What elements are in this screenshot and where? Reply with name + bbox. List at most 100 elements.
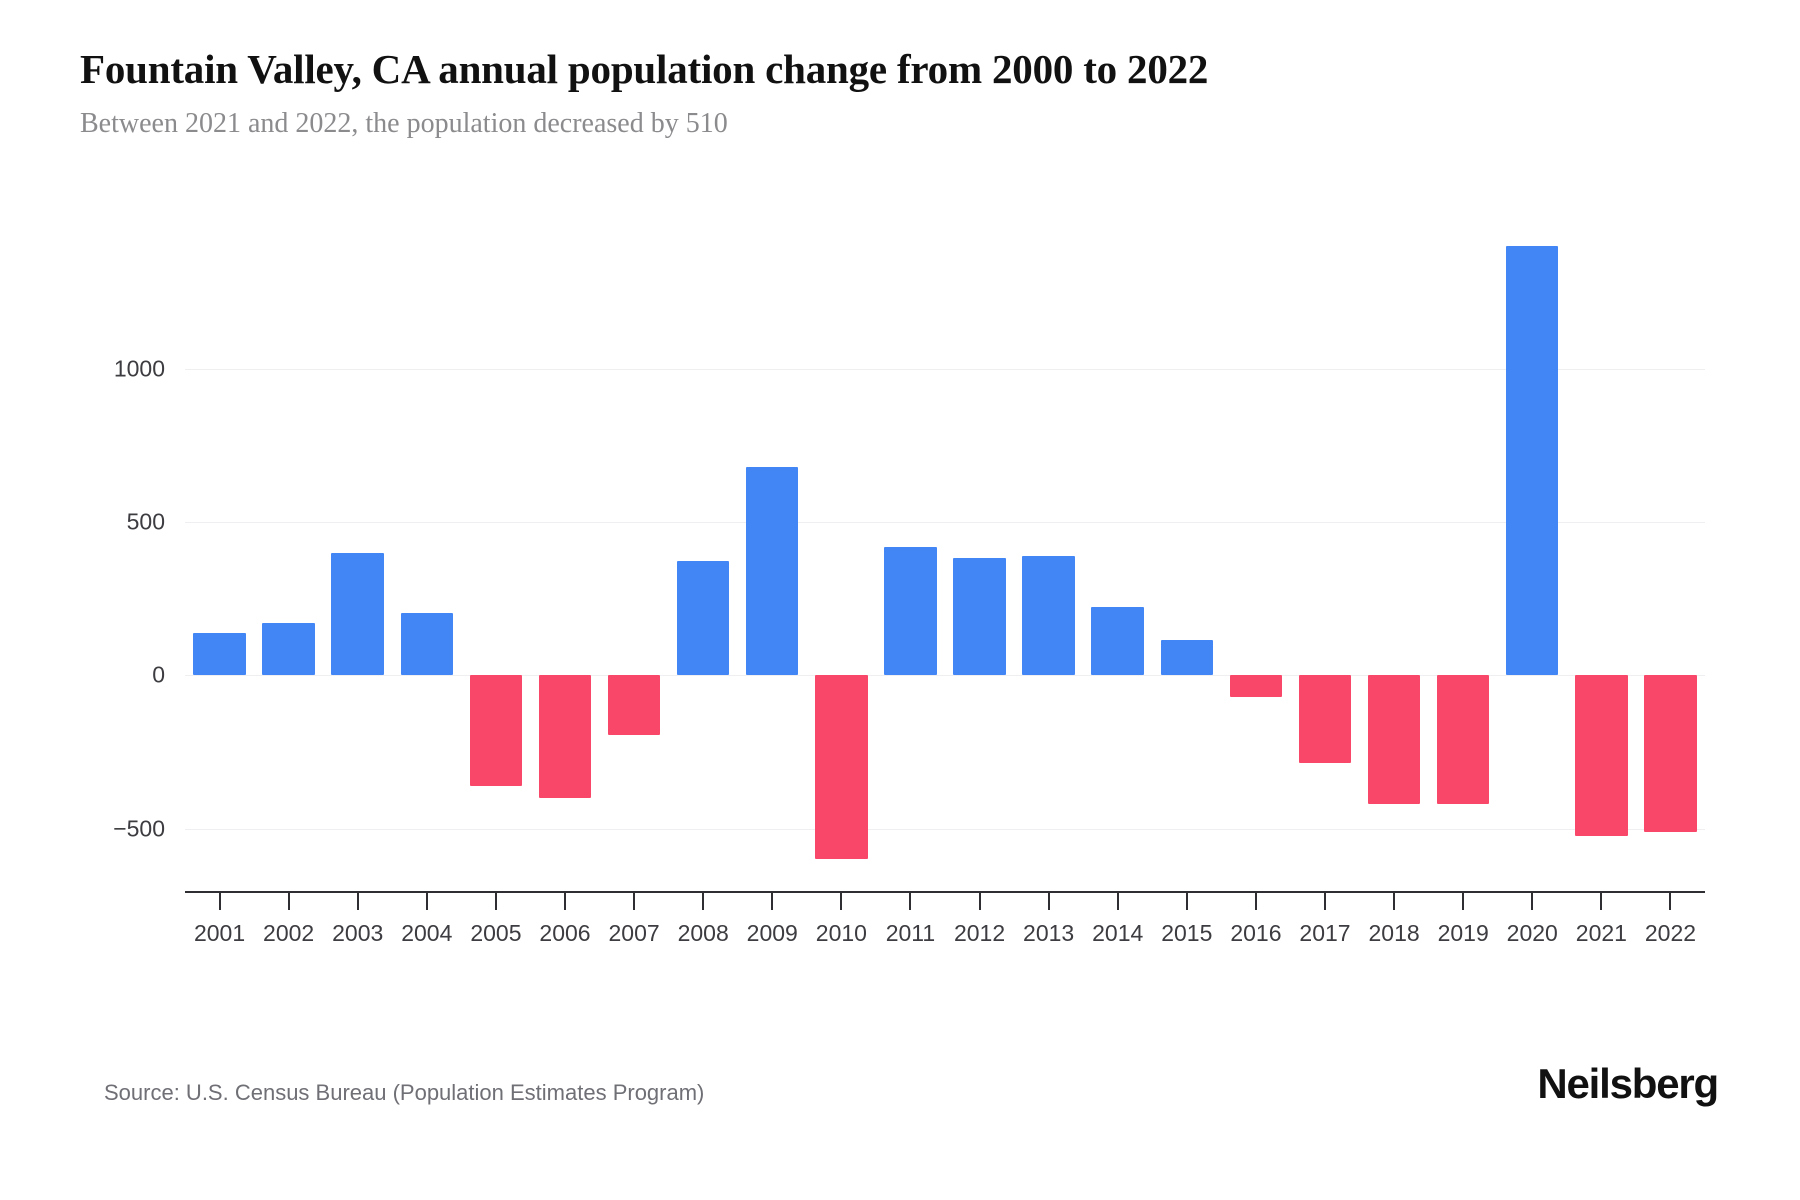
bar-negative[interactable] xyxy=(1367,675,1421,805)
x-axis-tick xyxy=(494,893,497,910)
x-axis-tick xyxy=(840,893,843,910)
x-axis-tick-label: 2005 xyxy=(470,920,522,946)
chart-header: Fountain Valley, CA annual population ch… xyxy=(80,46,1720,141)
zero-line xyxy=(185,675,1705,677)
bar-slot[interactable] xyxy=(323,225,392,890)
bar-slot[interactable] xyxy=(738,225,807,890)
bar-slot[interactable] xyxy=(1498,225,1567,890)
bar-slot[interactable] xyxy=(1636,225,1705,890)
x-axis-tick xyxy=(702,893,705,910)
bar-positive[interactable] xyxy=(884,546,937,676)
bar-positive[interactable] xyxy=(1022,555,1075,676)
page-title: Fountain Valley, CA annual population ch… xyxy=(80,46,1209,92)
bar-slot[interactable] xyxy=(461,225,530,890)
bar-slot[interactable] xyxy=(1152,225,1221,890)
x-axis-tick-label: 2012 xyxy=(953,920,1006,946)
bar-slot[interactable] xyxy=(807,225,876,890)
bar-slot[interactable] xyxy=(530,225,599,890)
gridline xyxy=(185,369,1705,371)
bar-slot[interactable] xyxy=(876,225,945,890)
bar-slot[interactable] xyxy=(1567,225,1636,890)
x-axis-tick xyxy=(1116,893,1119,910)
bar-positive[interactable] xyxy=(400,612,454,676)
bar-positive[interactable] xyxy=(1506,246,1559,676)
x-axis-tick xyxy=(287,893,290,910)
bar-positive[interactable] xyxy=(1091,606,1144,676)
x-axis-tick xyxy=(1531,893,1534,910)
x-axis-tick-label: 2018 xyxy=(1368,920,1420,946)
bar-slot[interactable] xyxy=(185,225,254,890)
bar-negative[interactable] xyxy=(538,675,592,799)
bar-slot[interactable] xyxy=(600,225,669,890)
x-axis-tick xyxy=(1600,893,1603,910)
bar-negative[interactable] xyxy=(1229,675,1283,697)
x-axis-tick xyxy=(771,893,774,910)
x-axis-tick-label: 2006 xyxy=(539,920,591,946)
bar-negative[interactable] xyxy=(1575,675,1628,837)
x-axis-tick-label: 2011 xyxy=(885,920,936,946)
x-axis-tick xyxy=(1185,893,1188,910)
x-axis-tick xyxy=(909,893,912,910)
bar-slot[interactable] xyxy=(392,225,461,890)
chart-subtitle: Between 2021 and 2022, the population de… xyxy=(80,108,728,140)
x-axis-tick xyxy=(1047,893,1050,910)
y-axis-tick-label: 1000 xyxy=(113,355,165,382)
y-axis-tick-label: 0 xyxy=(152,661,165,688)
x-axis-tick xyxy=(425,893,428,910)
x-axis-tick xyxy=(1254,893,1257,910)
bar-slot[interactable] xyxy=(945,225,1014,890)
source-note: Source: U.S. Census Bureau (Population E… xyxy=(104,1080,705,1105)
bar-slot[interactable] xyxy=(1429,225,1498,890)
bar-series xyxy=(185,225,1705,890)
x-axis-tick-label: 2001 xyxy=(193,920,246,946)
bar-negative[interactable] xyxy=(1298,675,1352,763)
x-axis-tick-label: 2004 xyxy=(401,920,453,946)
x-axis-tick xyxy=(1324,893,1326,910)
x-axis-tick-label: 2002 xyxy=(263,920,315,946)
bar-positive[interactable] xyxy=(953,557,1006,676)
x-axis-tick xyxy=(1669,893,1672,910)
bar-slot[interactable] xyxy=(669,225,738,890)
x-axis-tick-label: 2016 xyxy=(1230,920,1282,946)
x-axis-tick-label: 2003 xyxy=(332,920,384,946)
bar-positive[interactable] xyxy=(193,632,246,676)
x-axis-tick-label: 2020 xyxy=(1506,920,1558,946)
x-axis-tick xyxy=(1462,893,1465,910)
y-axis-tick-label: −500 xyxy=(113,815,165,842)
y-axis-tick-label: 500 xyxy=(126,508,165,535)
x-axis-tick-label: 2013 xyxy=(1023,920,1075,946)
x-axis xyxy=(185,891,1705,910)
x-axis-tick-label: 2009 xyxy=(746,920,798,946)
bar-negative[interactable] xyxy=(1644,675,1697,832)
x-axis-tick xyxy=(633,893,636,910)
bar-negative[interactable] xyxy=(815,675,868,860)
x-axis-tick xyxy=(978,893,981,910)
bar-slot[interactable] xyxy=(1083,225,1152,890)
x-axis-tick-label: 2007 xyxy=(608,920,660,946)
x-axis-tick xyxy=(218,893,221,910)
gridline xyxy=(185,828,1705,830)
bar-positive[interactable] xyxy=(262,623,315,676)
bar-slot[interactable] xyxy=(1290,225,1359,890)
bar-positive[interactable] xyxy=(1160,640,1214,676)
bar-slot[interactable] xyxy=(1014,225,1083,890)
bar-negative[interactable] xyxy=(469,675,523,786)
bar-slot[interactable] xyxy=(254,225,323,890)
x-axis-tick-labels: 2001 2002 2003 2004 2005 2006 2007 2008 2009 2010… xyxy=(185,920,1705,960)
bar-slot[interactable] xyxy=(1360,225,1429,890)
y-axis-tick-labels: −500 0 500 1000 xyxy=(85,225,165,890)
bar-positive[interactable] xyxy=(746,467,799,676)
x-axis-tick-label: 2008 xyxy=(677,920,729,946)
x-axis-tick-label: 2019 xyxy=(1437,920,1489,946)
x-axis-tick-label: 2021 xyxy=(1575,920,1627,946)
brand-logo: Neilsberg xyxy=(1537,1060,1719,1107)
bar-negative[interactable] xyxy=(607,675,661,736)
bar-positive[interactable] xyxy=(676,560,730,676)
gridline xyxy=(185,522,1705,524)
bar-positive[interactable] xyxy=(331,552,384,676)
bar-negative[interactable] xyxy=(1436,675,1490,805)
bar-slot[interactable] xyxy=(1221,225,1290,890)
x-axis-tick xyxy=(356,893,359,910)
x-axis-tick-label: 2022 xyxy=(1644,920,1697,946)
